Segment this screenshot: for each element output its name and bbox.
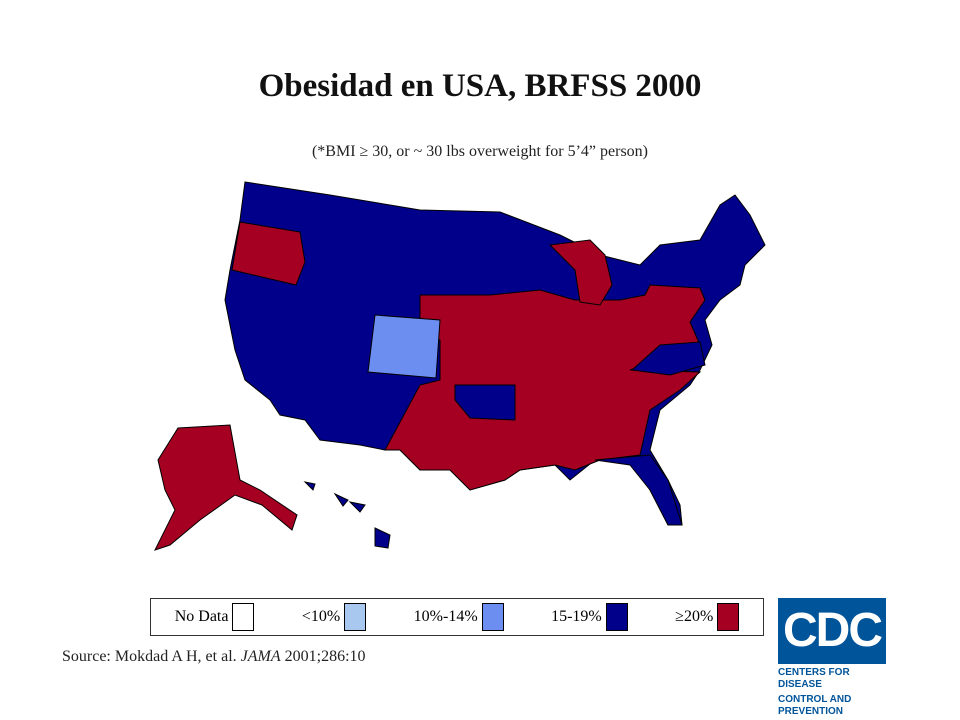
legend-item: No Data — [175, 603, 255, 631]
state-red — [154, 424, 298, 551]
legend-label: 10%-14% — [413, 608, 478, 625]
legend-item: <10% — [301, 603, 367, 631]
legend-label: No Data — [174, 608, 229, 625]
subtitle: (*BMI ≥ 30, or ~ 30 lbs overweight for 5… — [311, 143, 649, 160]
legend-label: <10% — [301, 608, 341, 625]
state-red — [548, 239, 613, 306]
state-blue — [594, 454, 683, 526]
legend: No Data <10% 10%-14% 15-19% ≥20% — [150, 598, 764, 636]
state-blue — [348, 501, 366, 513]
state-red — [231, 221, 306, 286]
state-blue — [454, 384, 516, 421]
state-red — [384, 284, 706, 491]
legend-item: ≥20% — [675, 603, 740, 631]
legend-item: 10%-14% — [414, 603, 504, 631]
logo-text: Centers for Disease — [778, 667, 850, 690]
source: Source: Mokdad A H, et al. JAMA 2001;286… — [62, 648, 366, 666]
legend-swatch — [717, 603, 740, 631]
state-blue — [333, 492, 349, 507]
state-light — [367, 314, 441, 379]
state-blue — [303, 481, 316, 491]
legend-swatch — [481, 603, 504, 631]
state-blue — [374, 527, 391, 549]
cdc-logo: CDC Centers for Disease Control and Prev… — [778, 598, 886, 718]
legend-swatch — [232, 603, 255, 631]
logo-mark: CDC — [778, 598, 886, 664]
source-text: 2001;286:10 — [284, 648, 366, 665]
state-blue — [630, 341, 706, 376]
legend-swatch — [344, 603, 367, 631]
logo-text: Control and Prevention — [778, 694, 852, 717]
legend-swatch — [605, 603, 628, 631]
source-text: Source: Mokdad A H, et al. — [62, 648, 237, 665]
legend-label: 15-19% — [551, 608, 602, 625]
journal: JAMA — [240, 648, 281, 665]
legend-item: 15-19% — [551, 603, 628, 631]
title: Obesidad en USA, BRFSS 2000 — [258, 68, 702, 104]
legend-label: ≥20% — [675, 608, 714, 625]
